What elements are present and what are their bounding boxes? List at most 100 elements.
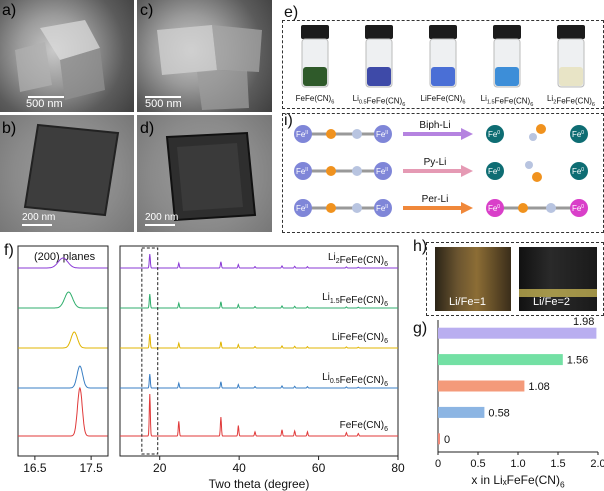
series-label: Li2FeFe(CN)6 [328,252,388,268]
zoom-peak [18,365,108,389]
cube-shapes [15,20,105,100]
xrd-pattern [120,373,398,389]
bar [438,354,563,366]
xrd-figure: (200) planes Li2FeFe(CN)6 Li1.5FeFe(CN)6 Li… [17,245,405,491]
vial [493,25,521,88]
vial-label: LiFeFe(CN)6 [421,94,466,105]
vial-content [367,67,391,86]
scale-label-b: 200 nm [22,212,56,223]
x-axis-title: Two theta (degree) [209,477,310,491]
fe0-ion-label: Fe0 [488,204,500,213]
fe2-ion [294,199,312,217]
series-label: LiFeFe(CN)6 [332,332,388,345]
vial-cap [493,25,521,39]
nitrogen-atom [352,129,362,139]
nitrogen-atom [529,133,537,141]
panel-label-b: b) [2,120,17,137]
vial-label: Li2FeFe(CN)6 [547,94,595,108]
reagent-label: Biph-Li [419,120,450,131]
series-label: Li0.5FeFe(CN)6 [322,372,388,388]
scale-label-c: 500 nm [145,98,182,110]
x-axis-title: x in LiₓFeFe(CN)6 [471,473,565,490]
zoom-peak [18,331,108,349]
nitrogen-atom [352,166,362,176]
vial-label: Li1.5FeFe(CN)6 [481,94,534,108]
series-label: FeFe(CN)6 [340,420,388,433]
xrd-pattern [120,393,398,437]
photo-label-1: Li/Fe=1 [449,296,486,308]
fe2-ion [374,199,392,217]
arrow-head [461,165,473,177]
bar-value-label: 0 [444,434,450,446]
carbon-atom [536,124,546,134]
bar [438,380,525,392]
xrd-pattern [120,253,398,269]
arrow-head [461,128,473,140]
vial [557,25,585,88]
fe2-ion [374,162,392,180]
bar [438,327,597,339]
xrd-pattern [120,293,398,309]
fe0-ion-label: Fe0 [488,130,500,139]
x-tick-label: 0 [435,458,441,470]
vials-figure: FeFe(CN)6 Li0.5FeFe(CN)6 LiFeFe(CN)6 Li1.5F… [296,25,595,108]
vial-cap [301,25,329,39]
peak-highlight [141,247,159,455]
panel-label-f: f) [4,242,14,259]
vial [301,25,329,88]
series-label: Li1.5FeFe(CN)6 [322,292,388,308]
arrow-head [461,202,473,214]
fe0-ion-label: Fe0 [572,130,584,139]
scale-label-d: 200 nm [145,212,179,223]
reaction-box: FeII FeII Biph-Li Fe0 Fe0 FeII FeII Py-Li Fe0 Fe0… [282,113,604,233]
carbon-atom [326,129,336,139]
bar-value-label: 0.58 [488,407,509,419]
x-tick-label: 1.0 [510,458,525,470]
x-tick-label: 40 [232,461,246,475]
panel-label-g: g) [413,320,428,337]
x-tick-label: 20 [153,461,167,475]
photo-li-fe-2: Li/Fe=2 [519,247,597,311]
panel-label-c: c) [140,2,154,19]
zoom-peak [18,257,108,269]
bar [438,406,485,418]
carbon-atom [532,172,542,182]
x-tick-label: 0.5 [470,458,485,470]
panel-label-h: h) [413,238,428,255]
vial [365,25,393,88]
vial-label: FeFe(CN)6 [296,94,335,105]
reaction-scheme: FeII FeII Biph-Li Fe0 Fe0 FeII FeII Py-Li Fe0 Fe0… [294,120,588,217]
x-tick-label: 80 [391,461,405,475]
carbon-atom [518,203,528,213]
vial-content [431,67,455,86]
x-tick-label: 1.5 [550,458,565,470]
fe2-ion-label: FeII [296,167,308,176]
reagent-label: Per-Li [422,194,449,205]
vial-content [559,67,583,86]
vial-content [303,67,327,86]
panel-label-i: i) [284,112,293,129]
carbon-atom [326,166,336,176]
fe2-ion [374,125,392,143]
nitrogen-atom [525,161,533,169]
fe2-ion-label: FeII [296,130,308,139]
fe2-ion-label: FeII [296,204,308,213]
cube-shapes [157,25,262,110]
photo-box: Li/Fe=1 Li/Fe=2 [426,242,604,316]
nitrogen-atom [352,203,362,213]
photo-li-fe-1: Li/Fe=1 [435,247,511,311]
x-tick-label: 2.0 [590,458,604,470]
fe2-ion-label: FeII [376,130,388,139]
bar-value-label: 1.56 [567,355,588,367]
xrd-frame [119,245,399,457]
x-tick-label: 60 [312,461,326,475]
x-tick-label: 17.5 [79,461,103,475]
fe0-ion [486,199,504,217]
tem-image-b: 200 nm [0,115,134,232]
vial-label: Li0.5FeFe(CN)6 [353,94,406,108]
sem-image-a: 500 nm [0,0,134,112]
zoom-peak [18,291,108,309]
fe2-ion-label: FeII [376,204,388,213]
bar-chart: 1.98 1.56 1.08 0.58 00 0.5 1.0 1.5 2.0 x in LiₓFe… [435,316,604,490]
cube-shapes [165,131,257,222]
